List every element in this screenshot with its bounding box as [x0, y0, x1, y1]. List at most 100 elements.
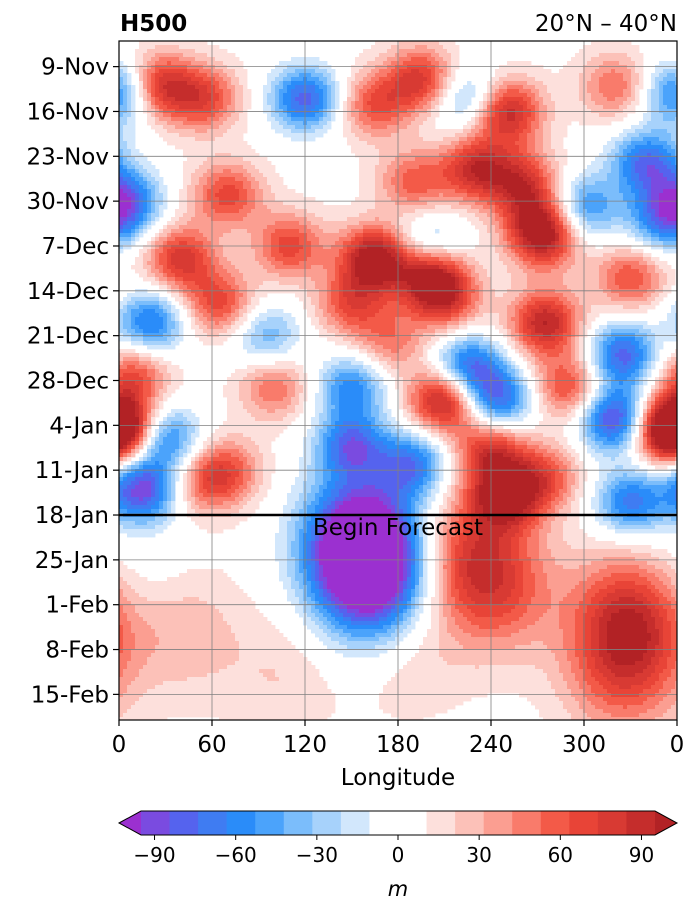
- heatmap-cell: [335, 105, 339, 109]
- heatmap-cell: [383, 61, 387, 65]
- heatmap-cell: [551, 121, 555, 125]
- heatmap-cell: [239, 209, 243, 213]
- heatmap-cell: [307, 137, 311, 141]
- heatmap-cell: [447, 209, 451, 213]
- heatmap-cell: [231, 141, 235, 145]
- heatmap-cell: [423, 165, 427, 169]
- heatmap-cell: [179, 121, 183, 125]
- heatmap-cell: [279, 129, 283, 133]
- heatmap-cell: [367, 149, 371, 153]
- heatmap-cell: [267, 165, 271, 169]
- heatmap-cell: [415, 189, 419, 193]
- heatmap-cell: [435, 113, 439, 117]
- heatmap-cell: [219, 133, 223, 137]
- heatmap-cell: [503, 209, 507, 213]
- heatmap-cell: [639, 145, 643, 149]
- heatmap-cell: [167, 129, 171, 133]
- heatmap-cell: [647, 113, 651, 117]
- heatmap-cell: [351, 81, 355, 85]
- heatmap-cell: [515, 73, 519, 77]
- heatmap-cell: [387, 129, 391, 133]
- heatmap-cell: [575, 97, 579, 101]
- heatmap-cell: [331, 105, 335, 109]
- heatmap-cell: [127, 197, 131, 201]
- heatmap-cell: [575, 57, 579, 61]
- heatmap-cell: [651, 89, 655, 93]
- heatmap-cell: [671, 129, 675, 133]
- heatmap-cell: [647, 89, 651, 93]
- heatmap-cell: [203, 73, 207, 77]
- heatmap-cell: [399, 41, 403, 45]
- heatmap-cell: [159, 57, 163, 61]
- heatmap-cell: [555, 197, 559, 201]
- heatmap-cell: [603, 77, 607, 81]
- heatmap-cell: [419, 85, 423, 89]
- heatmap-cell: [643, 145, 647, 149]
- heatmap-cell: [667, 201, 671, 205]
- heatmap-cell: [447, 145, 451, 149]
- heatmap-cell: [435, 149, 439, 153]
- heatmap-cell: [631, 209, 635, 213]
- heatmap-cell: [443, 61, 447, 65]
- heatmap-cell: [631, 213, 635, 217]
- heatmap-cell: [175, 121, 179, 125]
- heatmap-cell: [439, 129, 443, 133]
- heatmap-cell: [371, 77, 375, 81]
- heatmap-cell: [131, 181, 135, 185]
- heatmap-cell: [307, 117, 311, 121]
- heatmap-cell: [667, 141, 671, 145]
- heatmap-cell: [135, 201, 139, 205]
- heatmap-cell: [639, 217, 643, 221]
- heatmap-cell: [527, 149, 531, 153]
- heatmap-cell: [527, 145, 531, 149]
- heatmap-cell: [263, 165, 267, 169]
- heatmap-cell: [551, 77, 555, 81]
- heatmap-cell: [135, 197, 139, 201]
- heatmap-cell: [367, 213, 371, 217]
- heatmap-cell: [615, 117, 619, 121]
- heatmap-cell: [523, 181, 527, 185]
- heatmap-cell: [655, 141, 659, 145]
- heatmap-cell: [403, 213, 407, 217]
- heatmap-cell: [659, 217, 663, 221]
- heatmap-cell: [647, 133, 651, 137]
- heatmap-cell: [667, 149, 671, 153]
- heatmap-cell: [183, 205, 187, 209]
- heatmap-cell: [507, 117, 511, 121]
- heatmap-cell: [439, 137, 443, 141]
- heatmap-cell: [215, 93, 219, 97]
- heatmap-cell: [663, 213, 667, 217]
- heatmap-cell: [599, 153, 603, 157]
- heatmap-cell: [463, 205, 467, 209]
- heatmap-cell: [127, 189, 131, 193]
- heatmap-cell: [159, 41, 163, 45]
- heatmap-cell: [571, 209, 575, 213]
- heatmap-cell: [271, 117, 275, 121]
- heatmap-cell: [243, 161, 247, 165]
- heatmap-cell: [447, 165, 451, 169]
- heatmap-cell: [415, 117, 419, 121]
- heatmap-cell: [223, 57, 227, 61]
- heatmap-cell: [291, 89, 295, 93]
- heatmap-cell: [627, 81, 631, 85]
- heatmap-cell: [327, 221, 331, 225]
- heatmap-cell: [635, 129, 639, 133]
- heatmap-cell: [279, 73, 283, 77]
- heatmap-cell: [503, 153, 507, 157]
- heatmap-cell: [491, 141, 495, 145]
- heatmap-cell: [599, 69, 603, 73]
- heatmap-cell: [575, 117, 579, 121]
- heatmap-cell: [367, 101, 371, 105]
- heatmap-cell: [507, 121, 511, 125]
- heatmap-cell: [235, 81, 239, 85]
- heatmap-cell: [151, 93, 155, 97]
- heatmap-cell: [523, 213, 527, 217]
- heatmap-cell: [531, 69, 535, 73]
- heatmap-cell: [571, 185, 575, 189]
- heatmap-cell: [495, 193, 499, 197]
- heatmap-cell: [579, 113, 583, 117]
- heatmap-cell: [547, 193, 551, 197]
- heatmap-cell: [579, 189, 583, 193]
- heatmap-cell: [511, 137, 515, 141]
- heatmap-cell: [663, 141, 667, 145]
